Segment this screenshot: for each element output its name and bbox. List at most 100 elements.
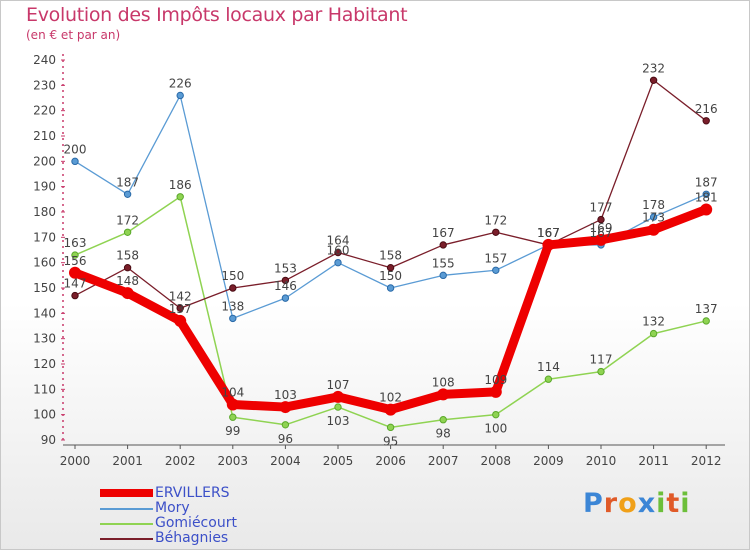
data-point bbox=[281, 421, 290, 429]
data-label: 167 bbox=[537, 226, 560, 240]
data-point bbox=[384, 403, 397, 416]
legend-label: Mory bbox=[155, 500, 190, 516]
x-tick-label: 2010 bbox=[586, 454, 617, 468]
data-label: 173 bbox=[642, 211, 665, 225]
data-label: 98 bbox=[436, 427, 451, 441]
data-point bbox=[386, 264, 395, 272]
y-tick-label: 120 bbox=[33, 357, 56, 371]
data-point bbox=[386, 423, 395, 432]
y-tick-label: 140 bbox=[33, 306, 56, 320]
data-label: 160 bbox=[327, 244, 350, 258]
data-label: 146 bbox=[274, 279, 297, 293]
data-point bbox=[174, 314, 187, 327]
data-label: 232 bbox=[642, 61, 665, 75]
data-point bbox=[702, 190, 710, 198]
data-point bbox=[700, 203, 713, 216]
legend-swatch bbox=[100, 538, 153, 540]
data-point bbox=[334, 248, 342, 257]
x-tick-label: 2003 bbox=[218, 454, 249, 468]
data-point bbox=[176, 91, 184, 100]
y-tick-label: 230 bbox=[33, 78, 56, 92]
data-label: 187 bbox=[695, 175, 718, 189]
legend-item: Mory bbox=[100, 500, 300, 516]
data-point bbox=[439, 416, 447, 424]
data-label: 95 bbox=[383, 434, 398, 448]
y-tick-label: 190 bbox=[33, 180, 56, 194]
data-label: 158 bbox=[379, 249, 402, 263]
data-label: 153 bbox=[274, 261, 297, 275]
data-point bbox=[279, 401, 292, 414]
data-label: 181 bbox=[695, 190, 718, 204]
x-tick-label: 2005 bbox=[323, 454, 354, 468]
chart-legend: ERVILLERS Mory Gomiécourt Béhagnies bbox=[100, 485, 300, 546]
data-label: 155 bbox=[432, 256, 455, 270]
data-point bbox=[176, 304, 184, 312]
legend-label: ERVILLERS bbox=[155, 485, 230, 501]
data-point bbox=[281, 294, 290, 302]
data-label: 178 bbox=[642, 198, 665, 212]
data-point bbox=[123, 264, 132, 272]
data-label: 167 bbox=[432, 226, 455, 240]
data-label: 163 bbox=[64, 236, 87, 250]
data-point bbox=[647, 223, 660, 236]
data-label: 186 bbox=[169, 178, 192, 192]
data-label: 177 bbox=[590, 201, 613, 215]
legend-item: Béhagnies bbox=[100, 530, 300, 546]
data-label: 216 bbox=[695, 102, 718, 116]
x-tick-label: 2011 bbox=[638, 454, 669, 468]
data-label: 142 bbox=[169, 289, 192, 303]
data-point bbox=[229, 284, 237, 292]
data-label: 137 bbox=[169, 302, 192, 316]
data-label: 172 bbox=[116, 213, 139, 227]
x-tick-label: 2012 bbox=[691, 454, 722, 468]
legend-label: Gomiécourt bbox=[155, 515, 237, 531]
data-point bbox=[544, 375, 553, 383]
y-tick-label: 160 bbox=[33, 256, 56, 270]
y-tick-label: 200 bbox=[33, 154, 56, 168]
data-point bbox=[226, 398, 239, 411]
y-tick-label: 100 bbox=[33, 408, 56, 422]
data-label: 172 bbox=[484, 213, 507, 227]
data-point bbox=[595, 233, 607, 246]
data-point bbox=[439, 241, 447, 249]
legend-label: Béhagnies bbox=[155, 530, 229, 546]
data-label: 147 bbox=[64, 277, 87, 291]
data-label: 150 bbox=[379, 269, 402, 283]
data-point bbox=[332, 390, 344, 403]
data-label: 200 bbox=[64, 142, 87, 156]
y-tick-label: 170 bbox=[33, 230, 56, 244]
data-point bbox=[281, 276, 290, 285]
y-tick-label: 210 bbox=[33, 129, 56, 143]
data-label: 157 bbox=[484, 251, 507, 265]
data-label: 138 bbox=[221, 299, 244, 313]
data-point bbox=[597, 215, 605, 224]
data-point bbox=[71, 251, 79, 259]
data-label: 96 bbox=[278, 432, 293, 446]
data-point bbox=[334, 258, 342, 267]
data-point bbox=[123, 228, 132, 236]
data-point bbox=[229, 413, 237, 421]
legend-item: ERVILLERS bbox=[100, 485, 300, 501]
data-label: 164 bbox=[327, 234, 350, 248]
data-point bbox=[492, 410, 500, 419]
data-label: 169 bbox=[590, 221, 613, 235]
data-label: 137 bbox=[695, 302, 718, 316]
data-point bbox=[489, 385, 502, 398]
x-tick-label: 2004 bbox=[270, 454, 301, 468]
x-tick-label: 2002 bbox=[165, 454, 196, 468]
x-tick-label: 2006 bbox=[375, 454, 406, 468]
x-tick-label: 2001 bbox=[112, 454, 143, 468]
data-point bbox=[123, 190, 132, 198]
data-point bbox=[597, 367, 605, 376]
data-label: 100 bbox=[484, 422, 507, 436]
data-label: 114 bbox=[537, 360, 560, 374]
data-point bbox=[649, 76, 658, 84]
chart-title: Evolution des Impôts locaux par Habitant bbox=[26, 4, 408, 26]
x-tick-label: 2000 bbox=[60, 454, 91, 468]
y-tick-label: 130 bbox=[33, 332, 56, 346]
data-label: 99 bbox=[225, 424, 240, 438]
data-label: 167 bbox=[537, 226, 560, 240]
data-point bbox=[492, 228, 500, 236]
y-tick-label: 220 bbox=[33, 104, 56, 118]
